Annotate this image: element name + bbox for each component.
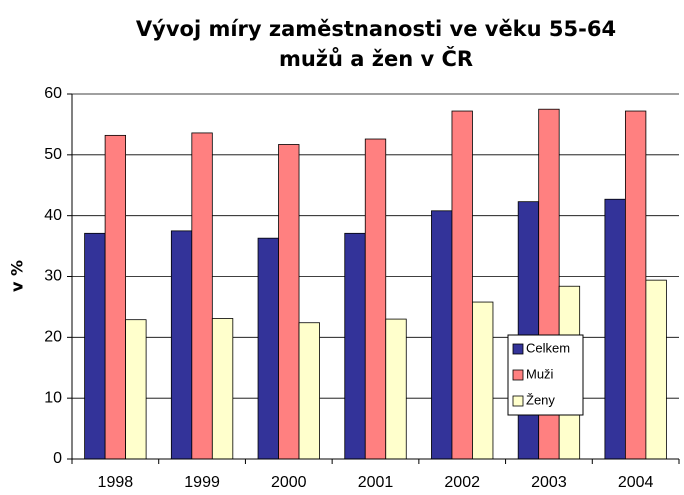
- legend-label: Celkem: [526, 340, 570, 355]
- bar: [451, 110, 473, 460]
- y-tick-label: 30: [44, 268, 62, 285]
- y-axis-label: v %: [8, 260, 27, 292]
- y-tick-label: 60: [44, 85, 62, 102]
- legend-label: Ženy: [526, 392, 555, 407]
- bar: [191, 132, 213, 460]
- y-tick-label: 40: [44, 207, 62, 224]
- chart-title: Vývoj míry zaměstnanosti ve věku 55-64: [136, 17, 616, 41]
- bar: [624, 110, 647, 460]
- legend-swatch: [512, 369, 524, 381]
- legend-swatch: [512, 395, 524, 407]
- x-tick-label: 2002: [444, 474, 480, 491]
- y-tick-label: 20: [44, 329, 62, 346]
- x-tick-label: 2003: [531, 474, 567, 491]
- bar: [385, 318, 407, 460]
- bar: [257, 237, 279, 460]
- x-tick-label: 2000: [271, 474, 307, 491]
- bar: [125, 319, 147, 460]
- bar: [604, 198, 626, 460]
- y-tick-label: 50: [44, 146, 62, 163]
- bar: [84, 232, 106, 460]
- bar: [211, 318, 234, 460]
- y-tick-label: 10: [44, 389, 62, 406]
- bar: [472, 301, 494, 460]
- bar: [364, 138, 387, 460]
- x-tick-label: 2001: [358, 474, 394, 491]
- bar: [278, 144, 300, 460]
- bar: [104, 134, 127, 460]
- bar: [517, 201, 540, 460]
- y-tick-label: 0: [53, 450, 62, 467]
- bar: [645, 279, 667, 460]
- legend-label: Muži: [526, 366, 554, 381]
- bar: [344, 232, 366, 460]
- x-tick-label: 2004: [618, 474, 654, 491]
- chart-title: mužů a žen v ČR: [279, 46, 473, 71]
- bar: [170, 230, 193, 460]
- bar: [431, 210, 453, 460]
- x-tick-label: 1998: [98, 474, 134, 491]
- legend-swatch: [512, 343, 524, 355]
- x-tick-label: 1999: [184, 474, 220, 491]
- bar: [298, 322, 320, 460]
